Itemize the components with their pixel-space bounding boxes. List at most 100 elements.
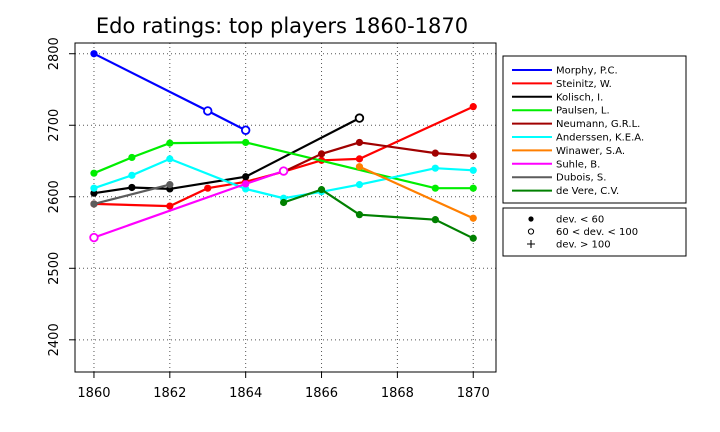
data-point <box>90 184 98 192</box>
data-point <box>354 113 365 123</box>
symbol-legend-item: dev. < 60 <box>528 215 604 226</box>
data-point <box>355 155 364 163</box>
data-point <box>280 198 288 207</box>
symbol-legend-label: dev. < 60 <box>556 215 604 226</box>
legend-item: Kolisch, I. <box>512 92 603 103</box>
data-point <box>166 155 174 163</box>
legend-label: Paulsen, L. <box>556 106 610 117</box>
data-point <box>317 186 326 194</box>
x-axis: 1860 1862 1864 1866 1868 1870 <box>77 372 490 401</box>
series-line <box>283 141 474 173</box>
legend-label: Winawer, S.A. <box>556 146 625 157</box>
x-tick-label: 1866 <box>305 386 338 401</box>
legend-label: Suhle, B. <box>556 159 600 170</box>
legend-item: Winawer, S.A. <box>512 146 625 157</box>
data-point <box>317 150 326 158</box>
series-line <box>93 183 171 205</box>
legend-box <box>502 55 687 204</box>
series-7 <box>89 166 289 243</box>
series-line <box>93 52 247 132</box>
y-tick-label: 2600 <box>47 180 62 213</box>
series-line <box>283 188 474 240</box>
symbol-dot <box>528 216 534 222</box>
legend-label: Neumann, G.R.L. <box>556 119 640 130</box>
legend-label: Anderssen, K.E.A. <box>556 133 644 144</box>
x-tick-label: 1870 <box>457 386 490 401</box>
data-point <box>204 184 212 192</box>
x-tick-label: 1868 <box>381 386 414 401</box>
symbol-plus <box>527 240 535 248</box>
data-point <box>128 171 136 179</box>
legend-label: Morphy, P.C. <box>556 66 618 77</box>
data-point <box>90 200 98 208</box>
data-point <box>90 50 98 58</box>
symbol-legend-label: 60 < dev. < 100 <box>556 227 638 238</box>
data-point <box>431 164 439 172</box>
series-3 <box>90 138 477 192</box>
symbol-legend-label: dev. > 100 <box>556 240 611 251</box>
data-point <box>469 184 477 192</box>
legend-label: Kolisch, I. <box>556 92 603 103</box>
legend-item: Neumann, G.R.L. <box>512 119 640 130</box>
y-tick-label: 2800 <box>47 37 62 70</box>
data-point <box>89 232 99 243</box>
x-tick-label: 1862 <box>153 386 186 401</box>
data-point <box>242 180 250 188</box>
series-5 <box>90 155 477 202</box>
series-4 <box>280 138 477 176</box>
series-8 <box>90 181 174 208</box>
data-point <box>242 138 250 147</box>
series-6 <box>355 163 477 222</box>
data-point <box>166 202 174 210</box>
legend-item: Morphy, P.C. <box>512 66 618 77</box>
data-point <box>355 138 364 147</box>
series-0 <box>90 50 251 135</box>
x-tick-label: 1864 <box>229 386 262 401</box>
grid <box>75 43 496 372</box>
data-point <box>166 181 174 189</box>
data-point <box>128 183 136 192</box>
y-axis: 2400 2500 2600 2700 2800 <box>47 37 75 356</box>
legend-item: de Vere, C.V. <box>512 186 619 197</box>
data-point <box>90 169 98 177</box>
series-2 <box>90 113 365 197</box>
symbol-circle <box>527 228 535 235</box>
data-point <box>469 234 477 242</box>
y-tick-label: 2500 <box>47 252 62 285</box>
data-point <box>355 163 364 171</box>
data-point <box>469 103 477 111</box>
y-tick-label: 2400 <box>47 323 62 356</box>
data-point <box>431 149 439 157</box>
data-point <box>128 153 136 162</box>
symbol-legend-item: dev. > 100 <box>527 240 611 251</box>
data-point <box>355 211 364 219</box>
data-point <box>278 166 289 176</box>
plot-frame <box>74 42 497 373</box>
legend-label: Dubois, S. <box>556 173 606 184</box>
data-point <box>90 189 98 197</box>
x-tick-label: 1860 <box>77 386 110 401</box>
series-line <box>93 141 474 190</box>
data-point <box>355 181 364 189</box>
legend-item: Steinitz, W. <box>512 79 612 90</box>
legend-item: Anderssen, K.E.A. <box>512 133 644 144</box>
data-point <box>203 106 213 116</box>
chart-title: Edo ratings: top players 1860-1870 <box>96 14 468 38</box>
data-point <box>469 214 477 222</box>
legend-item: Suhle, B. <box>512 159 600 170</box>
data-point <box>242 173 250 181</box>
legend-item: Dubois, S. <box>512 173 606 184</box>
data-point <box>240 125 251 135</box>
data-point <box>469 166 477 174</box>
series-group <box>89 50 477 243</box>
data-point <box>242 185 250 193</box>
legend: Morphy, P.C. Steinitz, W. Kolisch, I. Pauls… <box>502 55 687 204</box>
legend-label: Steinitz, W. <box>556 79 612 90</box>
legend-item: Paulsen, L. <box>512 106 610 117</box>
data-point <box>431 184 439 192</box>
legend-label: de Vere, C.V. <box>556 186 619 197</box>
symbol-legend-item: 60 < dev. < 100 <box>527 227 638 238</box>
y-tick-label: 2700 <box>47 109 62 142</box>
